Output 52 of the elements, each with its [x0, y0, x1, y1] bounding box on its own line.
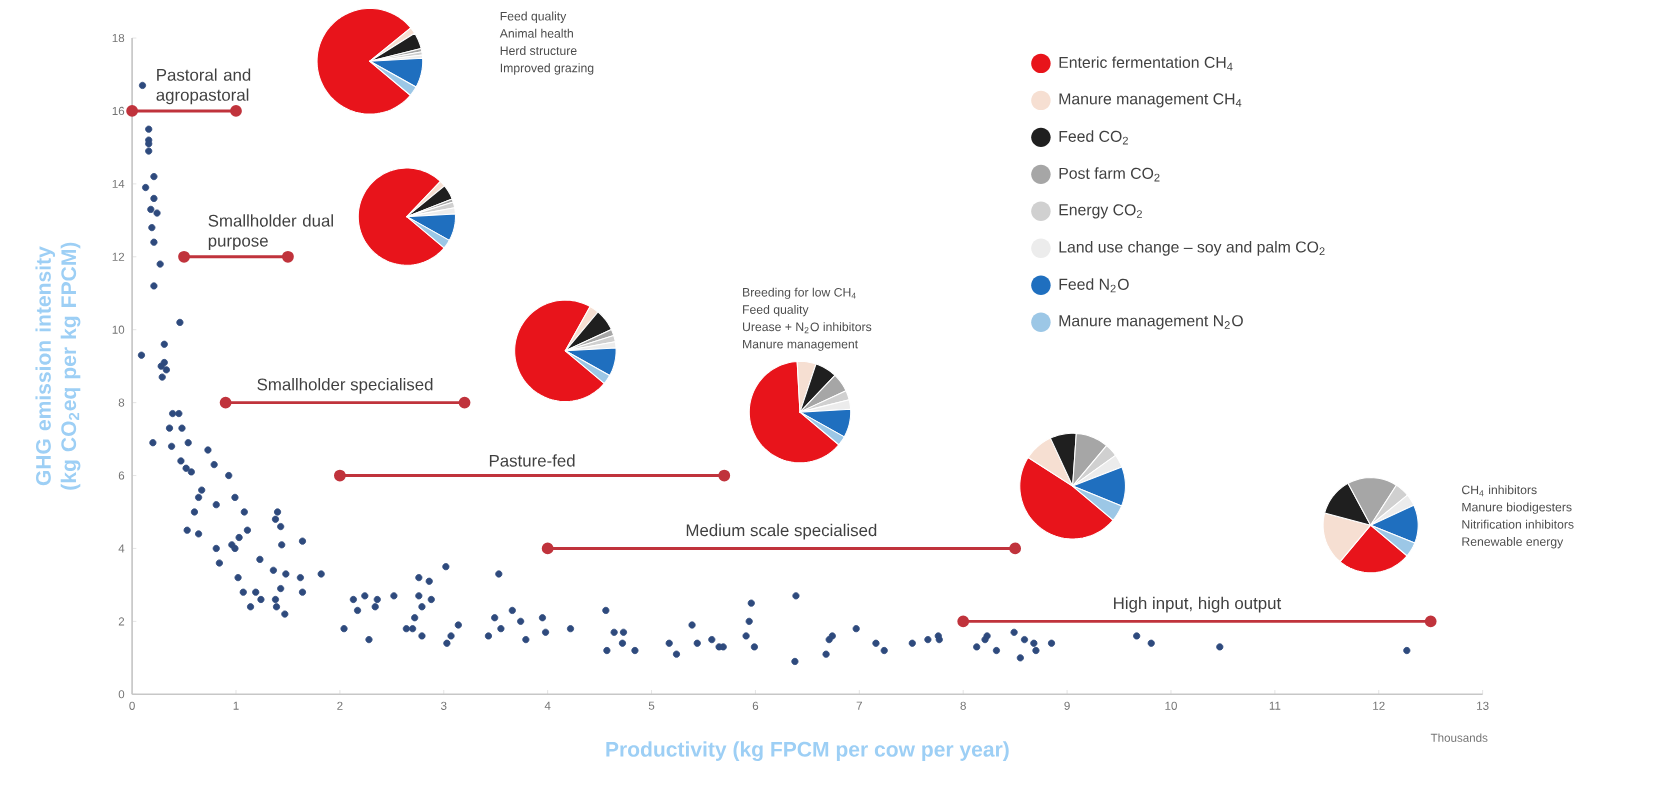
text: Feed quality [500, 11, 567, 24]
y-tick-label: 10 [112, 325, 125, 334]
legend-label: Energy CO$_{2}$ [1059, 204, 1142, 219]
y-tick-label: 12 [112, 252, 125, 262]
legend-label: Enteric fermentation CH$_{4}$ [1059, 56, 1233, 71]
y-tick-label: 14 [112, 180, 125, 189]
y-tick-label: 2 [118, 617, 125, 626]
legend-label: Land use change – soy and palm CO$_{2}$ [1059, 241, 1325, 256]
x-tick-label: 5 [648, 701, 655, 710]
x-tick-label: 12 [1373, 701, 1385, 711]
x-tick-label: 7 [856, 701, 862, 710]
x-tick-label: 6 [752, 701, 759, 711]
x-tick-label: 9 [1064, 701, 1070, 711]
legend-label: Manure management CH$_{4}$ [1059, 93, 1242, 108]
x-tick-label: 10 [1165, 701, 1177, 711]
y-tick-label: 6 [118, 471, 125, 480]
x-tick-label: 1 [233, 701, 239, 710]
series-label: Pasture-fed [489, 454, 575, 467]
text: Animal health [499, 28, 573, 38]
annotation: Urease + N$_{2}$O inhibitors [743, 322, 872, 334]
annotation: Breeding for low CH$_{4}$ [743, 287, 856, 300]
annotation: Improved grazing [500, 63, 594, 75]
x-tick-label: 2 [337, 701, 343, 711]
x-tick-label: 13 [1477, 701, 1489, 711]
y-tick-label: 16 [112, 107, 125, 116]
y-tick-label: 4 [118, 544, 125, 553]
x-tick-label: 0 [129, 701, 135, 711]
series-label: Smallholder dual purpose [208, 214, 333, 251]
series-label: Smallholder specialised [257, 378, 433, 394]
annotation: Herd structure [500, 46, 577, 56]
legend-label: Manure management N$_{2}$O [1059, 315, 1243, 330]
annotation: Renewable energy [1462, 537, 1564, 549]
annotation: Manure management [743, 340, 859, 352]
x-tick-label: 11 [1269, 701, 1281, 710]
x-tick-label: 4 [544, 701, 551, 710]
annotation: Nitrification inhibitors [1462, 519, 1574, 529]
annotation: CH$_{4}$ inhibitors [1462, 485, 1537, 497]
series-label: Pastoral and agropastoral [156, 68, 251, 105]
y-tick-label: 8 [118, 398, 125, 407]
legend-label: Post farm CO$_{2}$ [1059, 167, 1160, 182]
series-label: Medium scale specialised [686, 524, 877, 540]
x-tick-label: 3 [440, 701, 447, 711]
x-axis-title: Productivity (kg FPCM per cow per year) [606, 741, 1009, 762]
annotation: Feed quality [743, 305, 809, 317]
x-tick-label: 8 [960, 701, 966, 711]
series-label: High input, high output [1114, 596, 1282, 613]
y-tick-label: 0 [118, 690, 125, 699]
text: Thousands [1430, 733, 1488, 743]
legend-label: Feed CO$_{2}$ [1059, 130, 1128, 145]
legend-label: Feed N$_{2}$O [1059, 278, 1129, 293]
y-tick-label: 18 [112, 34, 125, 43]
annotation: Manure biodigesters [1462, 502, 1572, 515]
